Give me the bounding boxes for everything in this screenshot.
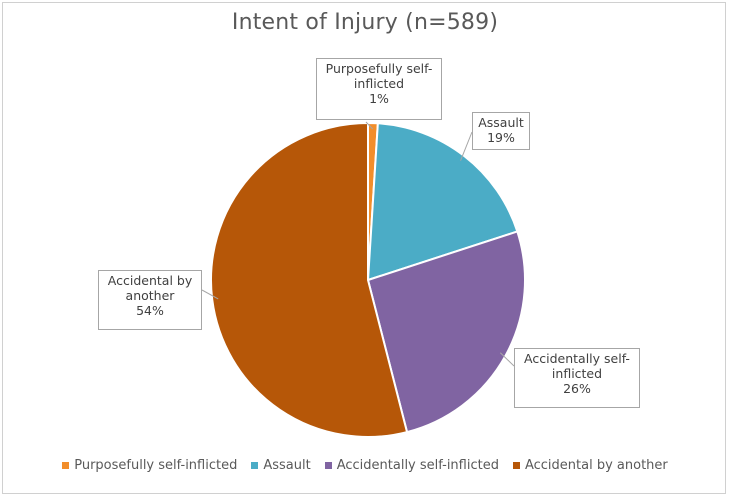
- leader-line: [460, 131, 473, 161]
- legend-swatch: [512, 462, 520, 469]
- data-label-category: Accidental by another: [107, 273, 193, 303]
- legend-label: Accidental by another: [524, 458, 668, 473]
- data-label-value: 1%: [369, 91, 389, 106]
- legend-item: Assault: [251, 458, 311, 473]
- data-label-category: Purposefully self-inflicted: [325, 61, 433, 91]
- legend-label: Accidentally self-inflicted: [336, 458, 499, 473]
- data-label-purposefully-self-inflicted: Purposefully self-inflicted 1%: [316, 58, 442, 120]
- leader-line: [201, 289, 219, 300]
- legend-item: Accidental by another: [512, 458, 668, 473]
- pie-slice-assault: [366, 122, 519, 282]
- legend-item: Purposefully self-inflicted: [62, 458, 237, 473]
- legend-label: Assault: [263, 458, 311, 473]
- legend-swatch: [62, 462, 70, 469]
- leader-line: [365, 121, 374, 130]
- chart-legend: Purposefully self-inflicted Assault Acci…: [0, 458, 730, 473]
- leader-line: [499, 352, 515, 367]
- legend-swatch: [251, 462, 259, 469]
- data-label-category: Accidentally self-inflicted: [524, 351, 630, 381]
- data-label-value: 19%: [487, 130, 515, 145]
- legend-item: Accidentally self-inflicted: [324, 458, 499, 473]
- legend-label: Purposefully self-inflicted: [74, 458, 238, 473]
- pie-slice-accidentally-self-inflicted: [366, 230, 526, 434]
- data-label-value: 54%: [136, 303, 164, 318]
- data-label-category: Assault: [478, 115, 524, 130]
- data-label-assault: Assault 19%: [472, 112, 530, 150]
- chart-title: Intent of Injury (n=589): [231, 10, 499, 35]
- data-label-accidentally-self-inflicted: Accidentally self-inflicted 26%: [514, 348, 640, 408]
- data-label-value: 26%: [563, 381, 591, 396]
- legend-swatch: [324, 462, 332, 469]
- pie-slice-accidental-by-another: [210, 121, 409, 438]
- data-label-accidental-by-another: Accidental by another 54%: [98, 270, 202, 330]
